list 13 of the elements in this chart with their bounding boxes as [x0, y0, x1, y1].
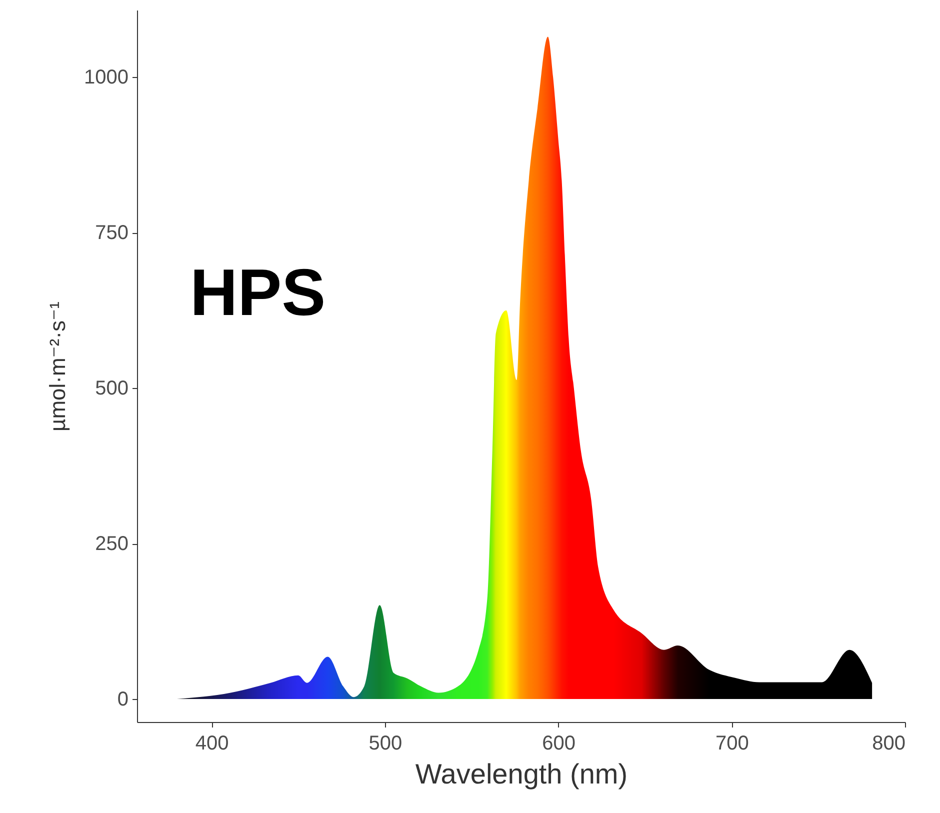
y-tick-label: 250 — [95, 533, 128, 556]
x-tick-label: 700 — [715, 732, 749, 754]
x-tick-label: 500 — [368, 732, 402, 754]
x-tick-label: 800 — [872, 732, 906, 754]
y-tick-label: 0 — [117, 688, 128, 710]
y-tick-label: 1000 — [84, 66, 128, 89]
y-axis-title: µmol·m⁻²·s⁻¹ — [45, 302, 70, 432]
x-tick-label: 400 — [195, 732, 229, 754]
y-tick-label: 500 — [95, 378, 128, 400]
y-tick-label: 750 — [95, 222, 128, 244]
x-tick-label: 600 — [542, 732, 576, 754]
annotation: HPS — [190, 255, 326, 329]
x-axis-title: Wavelength (nm) — [415, 758, 628, 790]
